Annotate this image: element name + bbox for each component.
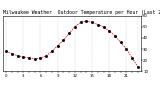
Text: Milwaukee Weather  Outdoor Temperature per Hour (Last 24 Hours): Milwaukee Weather Outdoor Temperature pe… <box>3 10 160 15</box>
